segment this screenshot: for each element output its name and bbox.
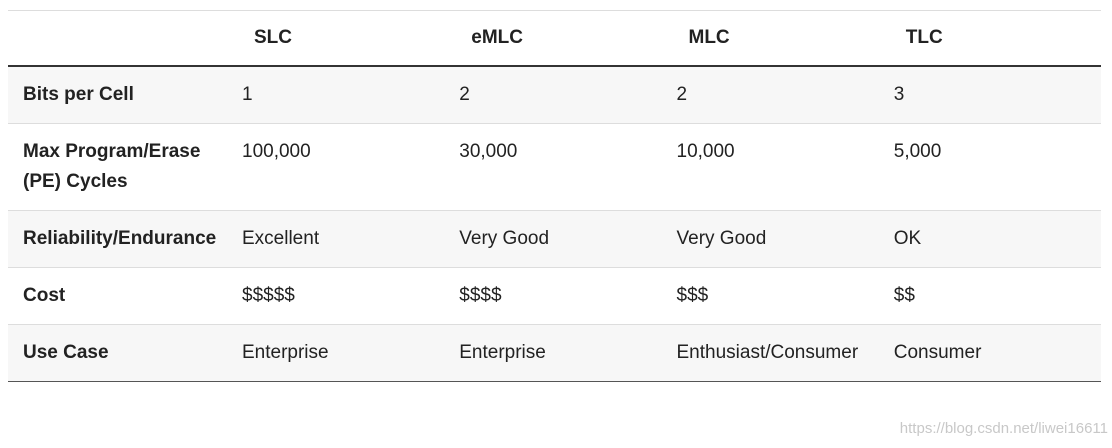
table-row: Reliability/Endurance Excellent Very Good V… (8, 210, 1101, 268)
table-cell: Enterprise (449, 324, 667, 382)
watermark: https://blog.csdn.net/liwei16611 (899, 420, 1108, 437)
table-cell: 3 (883, 66, 1101, 124)
column-header: SLC (254, 27, 292, 48)
row-label: Bits per Cell (8, 66, 232, 124)
table-cell: 5,000 (883, 123, 1101, 211)
row-label: Use Case (8, 324, 232, 382)
table-cell: OK (883, 210, 1101, 268)
row-label: Cost (8, 267, 232, 325)
table-cell: $$ (883, 267, 1101, 325)
table-cell: 1 (232, 66, 450, 124)
table-cell: $$$$ (449, 267, 667, 325)
table-cell: Excellent (232, 210, 450, 268)
row-label: Max Program/Erase (PE) Cycles (8, 123, 232, 211)
table-cell: Consumer (883, 324, 1101, 382)
table-cell: $$$$$ (232, 267, 450, 325)
table-header: SLC eMLC MLC TLC (8, 10, 1101, 67)
row-label: Reliability/Endurance (8, 210, 232, 268)
table-body: Bits per Cell 1 2 2 3 Max Program/Erase (PE) … (8, 66, 1101, 382)
table-cell: Very Good (449, 210, 667, 268)
table-cell: 2 (666, 66, 884, 124)
table-cell: $$$ (666, 267, 884, 325)
table-row: Max Program/Erase (PE) Cycles 100,000 30,0… (8, 123, 1101, 211)
column-header: TLC (905, 27, 943, 48)
column-header: MLC (688, 27, 730, 48)
table-cell: Very Good (666, 210, 884, 268)
comparison-table: SLC eMLC MLC TLC Bits per Cell 1 2 2 3 Max Progr… (8, 10, 1101, 382)
table-cell: Enthusiast/Consumer (666, 324, 884, 382)
table-cell: 100,000 (232, 123, 450, 211)
column-header: eMLC (471, 27, 523, 48)
table-cell: Enterprise (232, 324, 450, 382)
table-row: Bits per Cell 1 2 2 3 (8, 66, 1101, 124)
table-cell: 10,000 (666, 123, 884, 211)
table-cell: 30,000 (449, 123, 667, 211)
table-cell: 2 (449, 66, 667, 124)
table-row: Use Case Enterprise Enterprise Enthusiast/C… (8, 324, 1101, 382)
corner-cell (8, 11, 232, 67)
table-row: Cost $$$$$ $$$$ $$$ $$ (8, 267, 1101, 325)
